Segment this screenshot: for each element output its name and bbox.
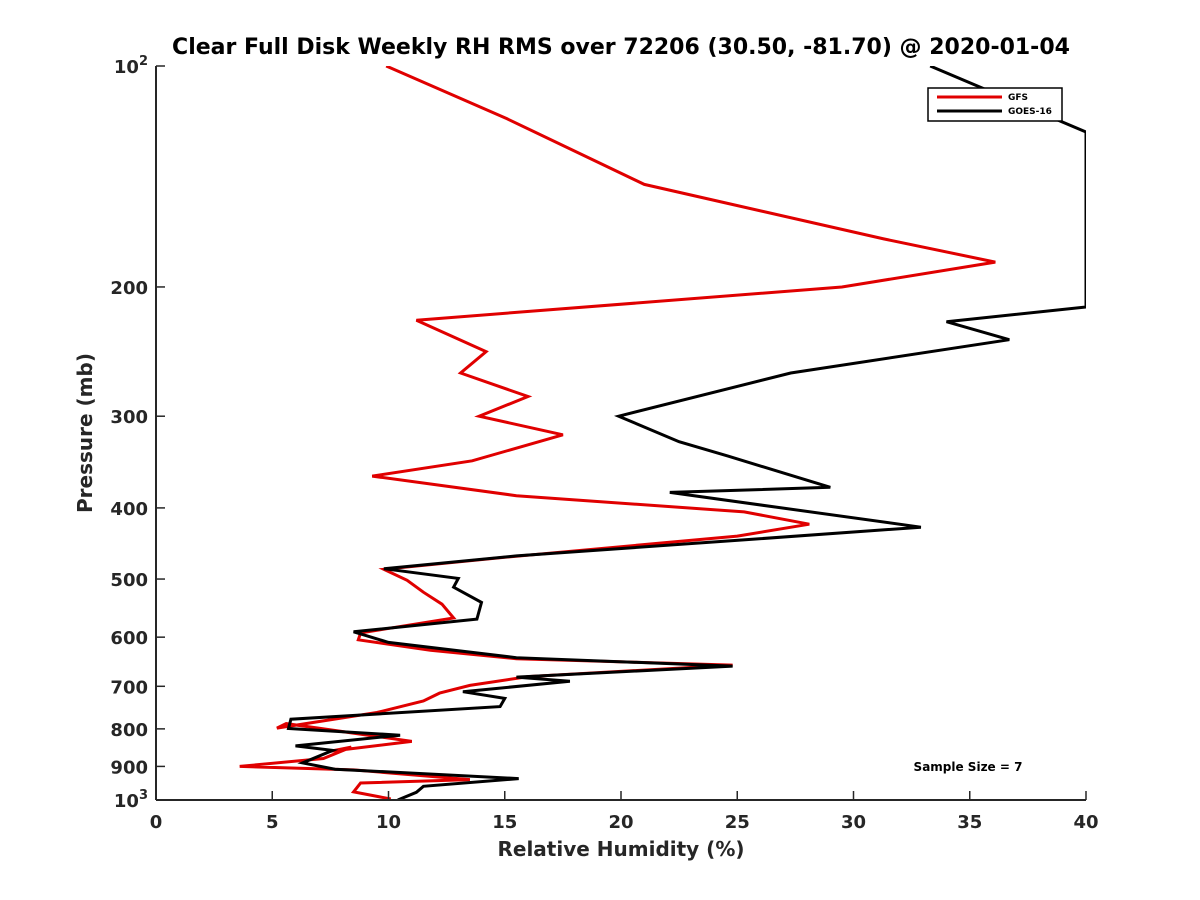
chart-title: Clear Full Disk Weekly RH RMS over 72206… — [172, 35, 1070, 60]
y-tick-label: 700 — [110, 677, 148, 698]
legend-label-gfs: GFS — [1008, 93, 1028, 103]
x-tick-label: 0 — [150, 812, 163, 833]
x-tick-label: 20 — [608, 812, 633, 833]
y-tick-label: 400 — [110, 499, 148, 520]
y-tick-label: 103 — [114, 788, 148, 812]
x-tick-label: 5 — [266, 812, 279, 833]
y-tick-label: 300 — [110, 407, 148, 428]
x-tick-label: 15 — [492, 812, 517, 833]
legend: GFS GOES-16 — [927, 87, 1063, 122]
y-tick-label: 500 — [110, 570, 148, 591]
series-layer — [239, 66, 1086, 800]
y-axis-ticks: 102 200 300 400 500 600 700 800 900 103 — [110, 54, 165, 812]
x-tick-label: 35 — [957, 812, 982, 833]
x-tick-label: 30 — [841, 812, 866, 833]
x-tick-label: 40 — [1073, 812, 1098, 833]
legend-box — [927, 87, 1063, 122]
x-tick-label: 10 — [376, 812, 401, 833]
x-tick-label: 25 — [725, 812, 750, 833]
x-axis-ticks: 0 5 10 15 20 25 30 35 40 — [150, 791, 1099, 833]
series-line-gfs — [239, 66, 996, 800]
sample-size-annotation: Sample Size = 7 — [914, 760, 1023, 774]
series-line-goes16 — [286, 66, 1086, 800]
x-axis-title: Relative Humidity (%) — [497, 837, 744, 861]
y-tick-label: 200 — [110, 278, 148, 299]
y-tick-label: 900 — [110, 757, 148, 778]
y-axis-title: Pressure (mb) — [73, 353, 97, 513]
y-tick-label: 800 — [110, 720, 148, 741]
y-tick-label: 600 — [110, 628, 148, 649]
legend-label-goes16: GOES-16 — [1008, 107, 1052, 117]
y-tick-label: 102 — [114, 54, 148, 78]
